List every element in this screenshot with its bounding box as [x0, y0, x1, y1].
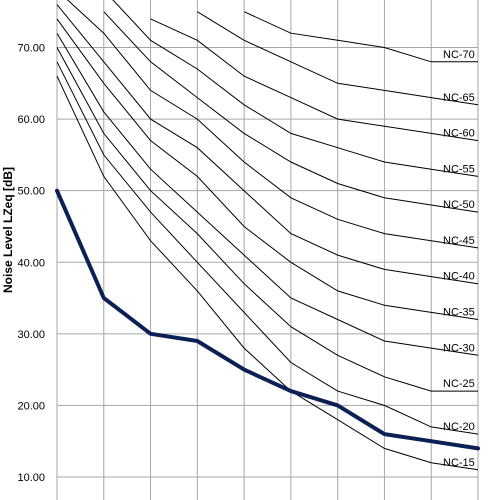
nc-label-nc-15: NC-15: [443, 457, 475, 469]
nc-curve-nc-70: [243, 11, 478, 63]
nc-label-nc-55: NC-55: [443, 163, 475, 175]
y-axis-ticks: 10.00 20.00 30.00 40.00 50.00 60.00 70.00: [17, 43, 45, 485]
y-tick-label: 60.00: [17, 114, 45, 126]
nc-curve-nc-30: [56, 32, 479, 356]
y-tick-label: 10.00: [17, 472, 45, 484]
nc-curve-nc-50: [103, 11, 479, 213]
y-tick-label: 70.00: [17, 43, 45, 55]
y-tick-label: 30.00: [17, 329, 45, 341]
measured-line: [55, 188, 480, 451]
nc-curve-nc-60: [150, 18, 479, 142]
nc-curves: [56, 0, 479, 471]
y-tick-label: 40.00: [17, 257, 45, 269]
nc-curve-nc-35: [56, 18, 479, 320]
nc-label-nc-70: NC-70: [443, 49, 475, 61]
y-tick-label: 50.00: [17, 186, 45, 198]
nc-label-nc-25: NC-25: [443, 378, 475, 390]
nc-label-nc-30: NC-30: [443, 342, 475, 354]
nc-curve-nc-40: [56, 4, 479, 285]
grid: [56, 0, 479, 500]
nc-curve-nc-65: [197, 11, 479, 106]
nc-curve-nc-45: [66, 0, 479, 249]
nc-curve-nc-20: [56, 61, 479, 435]
y-axis-label: Noise Level LZeq [dB]: [1, 167, 15, 293]
nc-curve-nc-55: [112, 0, 479, 177]
nc-label-nc-65: NC-65: [443, 92, 475, 104]
nc-label-nc-35: NC-35: [443, 307, 475, 319]
nc-label-nc-45: NC-45: [443, 235, 475, 247]
nc-curve-nc-25: [56, 47, 478, 392]
nc-label-nc-60: NC-60: [443, 128, 475, 140]
nc-curve-labels: NC-70 NC-65 NC-60 NC-55 NC-50 NC-45 NC-40 NC-35…: [443, 49, 475, 469]
measured-series: [55, 188, 480, 451]
nc-label-nc-40: NC-40: [443, 271, 475, 283]
nc-curve-nc-15: [56, 75, 479, 471]
nc-label-nc-20: NC-20: [443, 421, 475, 433]
y-tick-label: 20.00: [17, 400, 45, 412]
nc-label-nc-50: NC-50: [443, 199, 475, 211]
